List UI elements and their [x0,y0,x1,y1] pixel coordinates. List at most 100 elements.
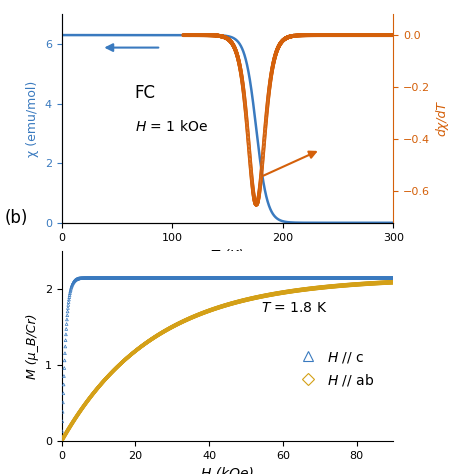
Point [286,288,294,295]
Point [307,274,314,282]
Point [96,274,104,282]
Point [66,422,74,430]
Point [228,274,235,282]
Point [215,32,223,40]
Point [324,283,331,291]
Point [359,274,367,282]
Point [358,280,366,288]
Point [128,274,136,282]
Point [225,36,233,44]
Point [346,274,354,282]
Point [328,283,336,290]
Point [129,274,137,282]
Point [130,274,138,282]
Point [146,274,154,282]
Point [271,55,278,62]
Point [191,31,199,39]
Point [198,274,205,282]
Point [67,422,74,429]
Point [260,146,267,154]
Point [58,437,66,444]
Point [339,274,346,282]
Point [354,274,362,282]
Point [180,318,187,325]
Point [211,305,219,312]
Point [121,356,128,364]
Point [389,31,397,39]
Point [236,64,244,72]
Point [208,274,216,282]
Point [271,290,279,298]
Point [236,298,243,305]
Point [62,330,70,338]
Point [116,274,124,282]
Point [223,35,231,42]
Point [389,274,397,282]
Point [61,364,68,372]
Point [297,286,305,294]
Point [332,283,339,290]
Point [316,274,324,282]
Point [156,274,164,282]
Point [256,179,264,186]
Point [216,32,224,40]
Point [254,197,262,204]
Point [247,295,255,302]
Point [372,279,379,287]
Point [103,274,110,282]
Point [341,31,349,39]
Point [127,274,135,282]
Point [250,191,257,199]
Point [347,274,355,282]
Point [269,62,277,70]
Point [211,305,219,312]
Point [203,308,211,315]
Point [242,274,249,282]
Point [98,379,106,387]
Point [257,293,264,301]
Point [158,329,165,337]
Point [319,274,326,282]
Point [228,300,236,307]
Point [259,292,266,300]
Point [289,32,296,40]
Point [122,356,129,363]
Point [344,281,352,289]
Point [325,31,332,39]
Point [337,274,345,282]
Point [338,31,346,39]
Point [271,290,279,298]
Point [183,316,191,323]
Point [329,31,337,39]
Point [242,111,250,118]
Point [289,274,296,282]
Point [194,311,201,319]
Point [239,274,246,282]
Point [224,35,232,43]
Point [239,86,247,94]
Point [292,287,299,294]
Point [234,52,241,59]
Point [372,31,379,39]
Point [286,274,294,282]
Point [355,281,363,288]
Point [213,32,220,39]
Point [246,151,254,159]
Point [98,274,106,282]
Point [369,280,376,287]
Point [166,274,173,282]
Point [228,40,236,48]
Point [188,31,195,39]
Point [234,298,242,306]
Point [218,33,226,40]
Point [205,274,212,282]
Point [123,274,130,282]
Point [252,274,260,282]
Point [257,171,265,179]
Point [311,274,319,282]
Point [59,408,66,416]
Point [135,345,143,352]
Point [85,274,92,282]
Point [271,55,278,63]
Point [172,274,179,282]
